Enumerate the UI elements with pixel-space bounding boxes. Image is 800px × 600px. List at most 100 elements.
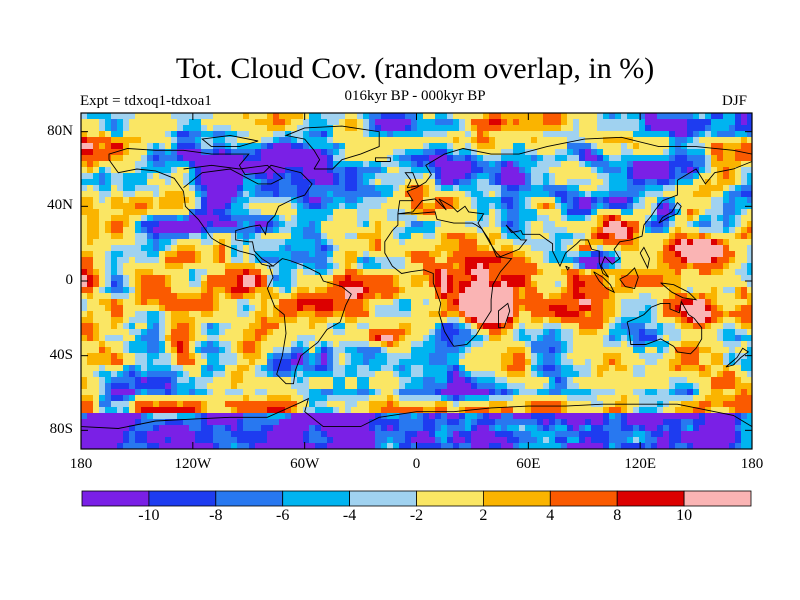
field-cell bbox=[597, 311, 604, 318]
field-cell bbox=[237, 251, 244, 258]
field-cell bbox=[309, 209, 316, 216]
field-cell bbox=[537, 161, 544, 168]
field-cell bbox=[363, 401, 370, 408]
field-cell bbox=[501, 209, 508, 216]
field-cell bbox=[435, 257, 442, 264]
field-cell bbox=[357, 299, 364, 306]
field-cell bbox=[225, 401, 232, 408]
field-cell bbox=[597, 365, 604, 372]
field-cell bbox=[303, 377, 310, 384]
field-cell bbox=[459, 281, 466, 288]
field-cell bbox=[129, 179, 136, 186]
field-cell bbox=[219, 275, 226, 282]
field-cell bbox=[393, 305, 400, 312]
field-cell bbox=[177, 143, 184, 150]
field-cell bbox=[207, 191, 214, 198]
field-cell bbox=[159, 179, 166, 186]
field-cell bbox=[501, 425, 508, 432]
field-cell bbox=[399, 185, 406, 192]
field-cell bbox=[243, 161, 250, 168]
field-cell bbox=[561, 305, 568, 312]
field-cell bbox=[159, 341, 166, 348]
field-cell bbox=[525, 173, 532, 180]
field-cell bbox=[123, 113, 130, 120]
field-cell bbox=[207, 383, 214, 390]
field-cell bbox=[453, 269, 460, 276]
field-cell bbox=[141, 443, 148, 450]
field-cell bbox=[315, 395, 322, 402]
field-cell bbox=[405, 413, 412, 420]
field-cell bbox=[507, 155, 514, 162]
field-cell bbox=[339, 209, 346, 216]
field-cell bbox=[579, 275, 586, 282]
field-cell bbox=[327, 365, 334, 372]
field-cell bbox=[105, 293, 112, 300]
field-cell bbox=[573, 239, 580, 246]
field-cell bbox=[495, 377, 502, 384]
field-cell bbox=[381, 161, 388, 168]
field-cell bbox=[207, 377, 214, 384]
field-cell bbox=[435, 377, 442, 384]
field-cell bbox=[351, 143, 358, 150]
field-cell bbox=[603, 389, 610, 396]
field-cell bbox=[327, 239, 334, 246]
field-cell bbox=[231, 143, 238, 150]
field-cell bbox=[159, 413, 166, 420]
field-cell bbox=[399, 239, 406, 246]
field-cell bbox=[321, 407, 328, 414]
field-cell bbox=[213, 287, 220, 294]
field-cell bbox=[213, 323, 220, 330]
field-cell bbox=[411, 251, 418, 258]
field-cell bbox=[543, 335, 550, 342]
field-cell bbox=[411, 395, 418, 402]
field-cell bbox=[459, 131, 466, 138]
field-cell bbox=[195, 305, 202, 312]
field-cell bbox=[333, 281, 340, 288]
field-cell bbox=[291, 179, 298, 186]
field-cell bbox=[435, 143, 442, 150]
field-cell bbox=[87, 209, 94, 216]
field-cell bbox=[465, 191, 472, 198]
field-cell bbox=[327, 335, 334, 342]
field-cell bbox=[531, 425, 538, 432]
field-cell bbox=[321, 431, 328, 438]
field-cell bbox=[507, 251, 514, 258]
field-cell bbox=[549, 299, 556, 306]
field-cell bbox=[387, 413, 394, 420]
field-cell bbox=[105, 287, 112, 294]
field-cell bbox=[447, 323, 454, 330]
field-cell bbox=[129, 131, 136, 138]
field-cell bbox=[561, 389, 568, 396]
field-cell bbox=[219, 425, 226, 432]
field-cell bbox=[363, 233, 370, 240]
field-cell bbox=[255, 113, 262, 120]
field-cell bbox=[429, 323, 436, 330]
field-cell bbox=[531, 365, 538, 372]
field-cell bbox=[285, 389, 292, 396]
field-cell bbox=[417, 155, 424, 162]
field-cell bbox=[507, 371, 514, 378]
field-cell bbox=[513, 257, 520, 264]
field-cell bbox=[291, 371, 298, 378]
field-cell bbox=[387, 359, 394, 366]
field-cell bbox=[537, 173, 544, 180]
field-cell bbox=[309, 347, 316, 354]
field-cell bbox=[501, 275, 508, 282]
field-cell bbox=[495, 353, 502, 360]
field-cell bbox=[615, 173, 622, 180]
field-cell bbox=[489, 251, 496, 258]
field-cell bbox=[567, 281, 574, 288]
field-cell bbox=[519, 425, 526, 432]
field-cell bbox=[525, 257, 532, 264]
field-cell bbox=[393, 239, 400, 246]
field-cell bbox=[495, 413, 502, 420]
field-cell bbox=[315, 119, 322, 126]
field-cell bbox=[453, 239, 460, 246]
field-cell bbox=[561, 197, 568, 204]
field-cell bbox=[309, 299, 316, 306]
field-cell bbox=[519, 293, 526, 300]
field-cell bbox=[315, 221, 322, 228]
field-cell bbox=[117, 149, 124, 156]
field-cell bbox=[603, 293, 610, 300]
field-cell bbox=[441, 233, 448, 240]
